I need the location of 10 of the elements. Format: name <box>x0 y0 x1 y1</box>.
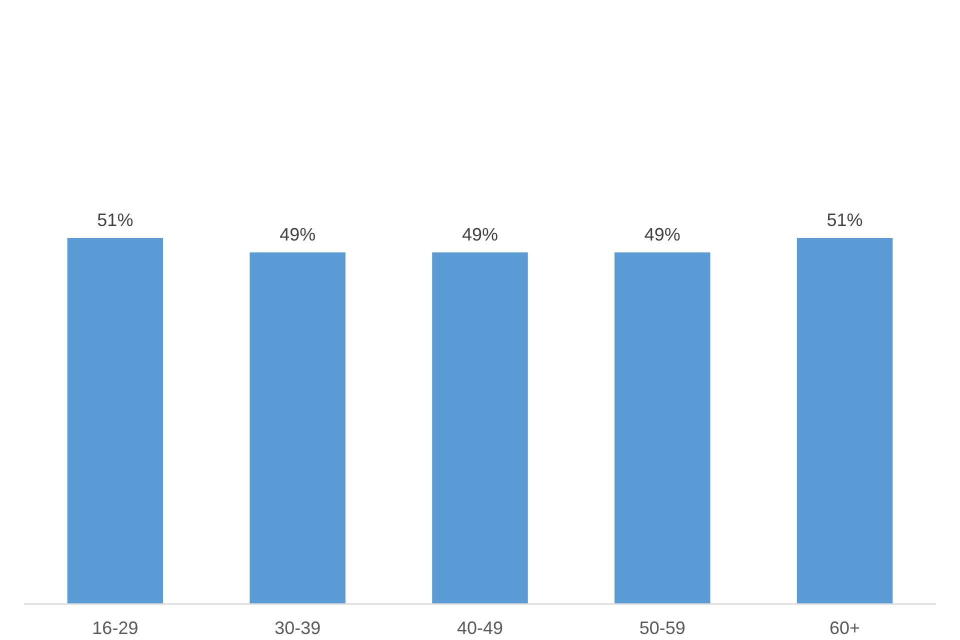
data-label: 51% <box>826 210 863 230</box>
data-label: 49% <box>644 224 680 244</box>
data-label: 49% <box>280 224 316 244</box>
data-label: 49% <box>462 224 498 244</box>
x-tick-label: 30-39 <box>274 618 321 638</box>
x-tick-label: 40-49 <box>456 618 504 638</box>
x-tick-label: 50-59 <box>639 618 686 638</box>
x-tick-label: 60+ <box>830 618 860 638</box>
data-label: 51% <box>97 210 134 230</box>
x-tick-label: 16-29 <box>92 618 138 638</box>
